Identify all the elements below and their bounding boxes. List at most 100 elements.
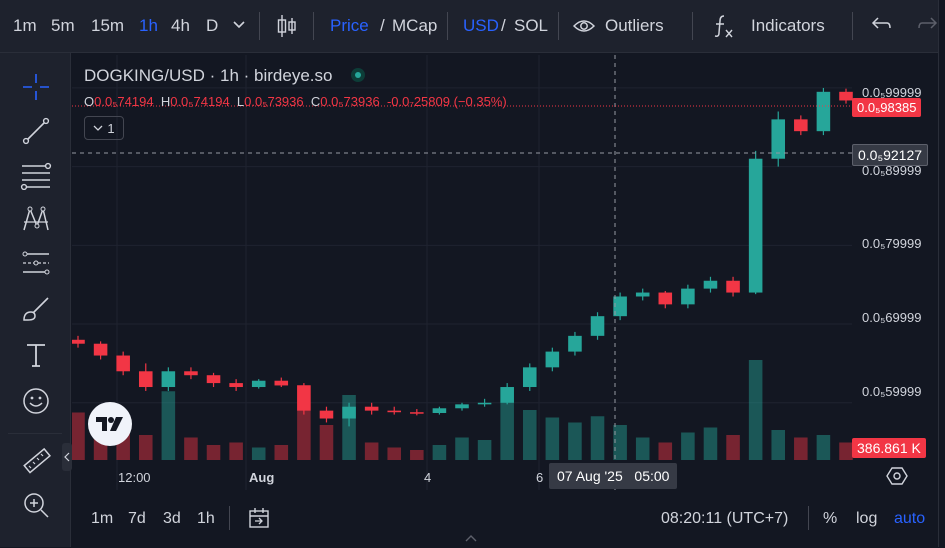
price-axis-label: 0.0₅99999 xyxy=(862,85,922,100)
brush-icon[interactable] xyxy=(18,291,54,327)
percent-scale-toggle[interactable]: % xyxy=(823,510,838,527)
open-value: 0.0₅74194 xyxy=(94,94,154,109)
slash-separator: / xyxy=(501,16,506,35)
volume-bar xyxy=(161,391,176,460)
auto-scale-toggle[interactable]: auto xyxy=(894,510,926,527)
indicators-button[interactable]: Indicators xyxy=(751,16,825,35)
candle-body xyxy=(477,402,492,405)
interval-4h[interactable]: 4h xyxy=(171,16,190,35)
text-icon[interactable] xyxy=(18,337,54,373)
fib-retracement-icon[interactable] xyxy=(18,157,54,193)
volume-bar xyxy=(703,427,718,460)
window-edge xyxy=(938,0,945,547)
volume-bar xyxy=(319,425,334,460)
candle-body xyxy=(251,380,266,388)
high-label: H xyxy=(160,94,171,109)
toolbar-divider xyxy=(259,12,260,40)
drawing-toolbar xyxy=(0,53,71,547)
volume-bar xyxy=(364,442,379,460)
volume-tag: 386.861 K xyxy=(852,438,926,458)
function-icon[interactable] xyxy=(711,13,735,44)
volume-bar xyxy=(590,416,605,460)
outliers-button[interactable]: Outliers xyxy=(605,16,664,35)
change-value: -0.0₇25809 (−0.35%) xyxy=(386,94,507,109)
candle-body xyxy=(658,292,673,305)
price-axis-label: 0.0₅89999 xyxy=(862,163,922,178)
range-1h[interactable]: 1h xyxy=(197,510,215,527)
candlestick-type-icon[interactable] xyxy=(276,12,298,45)
volume-bar xyxy=(229,442,243,460)
volume-bar xyxy=(500,387,514,460)
volume-bar xyxy=(545,417,560,460)
usd-toggle[interactable]: USD xyxy=(463,16,499,35)
interval-5m[interactable]: 5m xyxy=(51,16,75,35)
zoom-in-icon[interactable] xyxy=(18,487,54,523)
interval-1h[interactable]: 1h xyxy=(139,16,158,35)
time-axis-label: 12:00 xyxy=(118,470,151,485)
volume-bar xyxy=(455,437,469,460)
volume-bar xyxy=(274,445,289,460)
collapse-sidebar-handle[interactable] xyxy=(62,443,72,471)
price-axis-label: 0.0₅79999 xyxy=(862,236,922,251)
toolbar-divider xyxy=(229,506,230,530)
sol-toggle[interactable]: SOL xyxy=(514,16,549,35)
volume-bar xyxy=(568,422,582,460)
eye-icon[interactable] xyxy=(572,17,596,40)
redo-icon[interactable] xyxy=(918,16,938,39)
interval-15m[interactable]: 15m xyxy=(91,16,125,35)
bottom-toolbar: 1m 7d 3d 1h 08:20:11 (UTC+7) % log auto xyxy=(72,492,938,547)
volume-bar xyxy=(184,437,198,460)
chevron-up-icon[interactable] xyxy=(464,530,478,548)
range-1m[interactable]: 1m xyxy=(91,510,114,527)
mcap-toggle[interactable]: MCap xyxy=(392,16,438,35)
trend-line-icon[interactable] xyxy=(18,113,54,149)
log-scale-toggle[interactable]: log xyxy=(856,510,878,527)
interval-1m[interactable]: 1m xyxy=(13,16,37,35)
price-toggle[interactable]: Price xyxy=(330,16,369,35)
emoji-icon[interactable] xyxy=(18,383,54,419)
date-range-icon[interactable] xyxy=(247,506,271,535)
ruler-icon[interactable] xyxy=(18,443,54,479)
tradingview-logo[interactable] xyxy=(88,402,132,446)
candle-body xyxy=(93,343,108,356)
candle-body xyxy=(522,367,537,388)
candle-body xyxy=(229,383,243,388)
high-value: 0.0₅74194 xyxy=(170,94,230,109)
time-axis-label: Aug xyxy=(249,470,275,485)
chevron-down-icon[interactable] xyxy=(232,14,246,39)
undo-icon[interactable] xyxy=(871,16,891,39)
volume-bar xyxy=(522,410,537,460)
close-label: C xyxy=(310,94,321,109)
pattern-icon[interactable] xyxy=(18,201,54,237)
chart-pane[interactable] xyxy=(72,55,938,490)
indicator-collapse-button[interactable]: 1 xyxy=(84,116,124,140)
top-toolbar: 1m 5m 15m 1h 4h D Price / MCap USD / SOL… xyxy=(0,0,945,53)
low-label: L xyxy=(236,94,245,109)
candle-body xyxy=(748,158,763,293)
range-7d[interactable]: 7d xyxy=(128,510,146,527)
candle-body xyxy=(500,387,514,403)
volume-bar xyxy=(794,437,808,460)
volume-bar xyxy=(635,437,650,460)
slash-separator: / xyxy=(380,16,385,35)
candle-body xyxy=(839,91,853,101)
candle-body xyxy=(613,296,627,317)
candle-body xyxy=(771,119,786,159)
price-axis-label: 0.0₅59999 xyxy=(862,384,922,399)
volume-bar xyxy=(681,432,695,460)
prediction-icon[interactable] xyxy=(18,245,54,281)
range-3d[interactable]: 3d xyxy=(163,510,181,527)
volume-bar xyxy=(251,447,266,460)
toolbar-divider xyxy=(447,12,448,40)
toolbar-divider xyxy=(852,12,853,40)
clock-display[interactable]: 08:20:11 (UTC+7) xyxy=(661,510,789,527)
interval-d[interactable]: D xyxy=(206,16,219,35)
volume-bar xyxy=(477,440,492,460)
volume-bar xyxy=(839,442,853,460)
price-chart[interactable] xyxy=(72,55,938,490)
ohlc-values: O0.0₅74194 H0.0₅74194 L0.0₅73936 C0.0₅73… xyxy=(84,94,507,109)
close-value: 0.0₅73936 xyxy=(320,94,380,109)
candle-body xyxy=(319,410,334,419)
crosshair-icon[interactable] xyxy=(18,69,54,105)
chart-settings-icon[interactable] xyxy=(886,466,908,491)
